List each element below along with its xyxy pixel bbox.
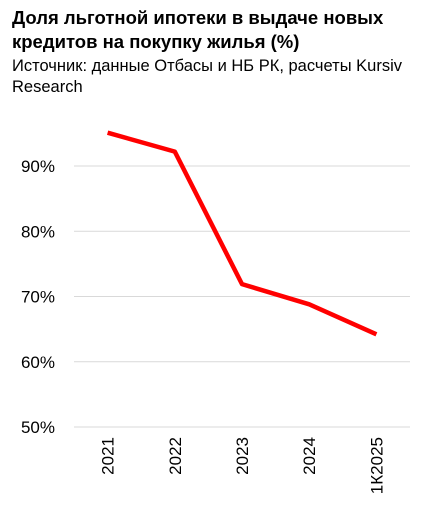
chart-title: Доля льготной ипотеки в выдаче новых кре…: [12, 7, 384, 52]
x-tick-label-1К2025: 1К2025: [367, 437, 386, 494]
y-tick-label-60: 60%: [21, 353, 55, 372]
x-tick-label-2021: 2021: [99, 437, 118, 475]
x-tick-label-2024: 2024: [300, 437, 319, 475]
y-tick-label-80: 80%: [21, 222, 55, 241]
x-tick-label-2023: 2023: [233, 437, 252, 475]
series-line-0: [106, 130, 378, 337]
y-tick-label-70: 70%: [21, 288, 55, 307]
chart-subtitle: Источник: данные Отбасы и НБ РК, расчеты…: [12, 57, 402, 96]
y-tick-label-50: 50%: [21, 418, 55, 437]
x-tick-label-2022: 2022: [166, 437, 185, 475]
y-tick-label-90: 90%: [21, 157, 55, 176]
